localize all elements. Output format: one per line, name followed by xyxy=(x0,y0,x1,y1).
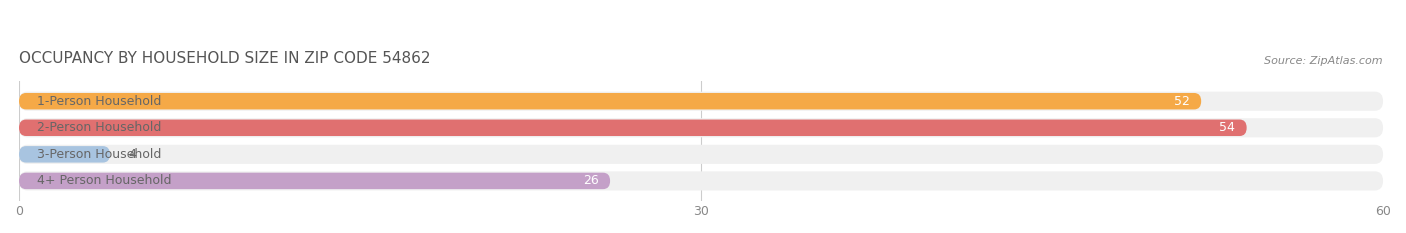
Text: Source: ZipAtlas.com: Source: ZipAtlas.com xyxy=(1264,56,1384,66)
FancyBboxPatch shape xyxy=(20,93,1201,110)
Text: 3-Person Household: 3-Person Household xyxy=(37,148,162,161)
Text: 1-Person Household: 1-Person Household xyxy=(37,95,162,108)
Text: 54: 54 xyxy=(1219,121,1236,134)
Text: 4: 4 xyxy=(128,148,136,161)
Text: OCCUPANCY BY HOUSEHOLD SIZE IN ZIP CODE 54862: OCCUPANCY BY HOUSEHOLD SIZE IN ZIP CODE … xyxy=(20,51,430,66)
Text: 26: 26 xyxy=(583,175,599,187)
FancyBboxPatch shape xyxy=(20,171,1384,190)
FancyBboxPatch shape xyxy=(20,173,610,189)
Text: 4+ Person Household: 4+ Person Household xyxy=(37,175,172,187)
FancyBboxPatch shape xyxy=(20,145,1384,164)
FancyBboxPatch shape xyxy=(20,120,1247,136)
FancyBboxPatch shape xyxy=(20,118,1384,137)
FancyBboxPatch shape xyxy=(20,92,1384,111)
Text: 2-Person Household: 2-Person Household xyxy=(37,121,162,134)
FancyBboxPatch shape xyxy=(20,146,110,163)
Text: 52: 52 xyxy=(1174,95,1189,108)
